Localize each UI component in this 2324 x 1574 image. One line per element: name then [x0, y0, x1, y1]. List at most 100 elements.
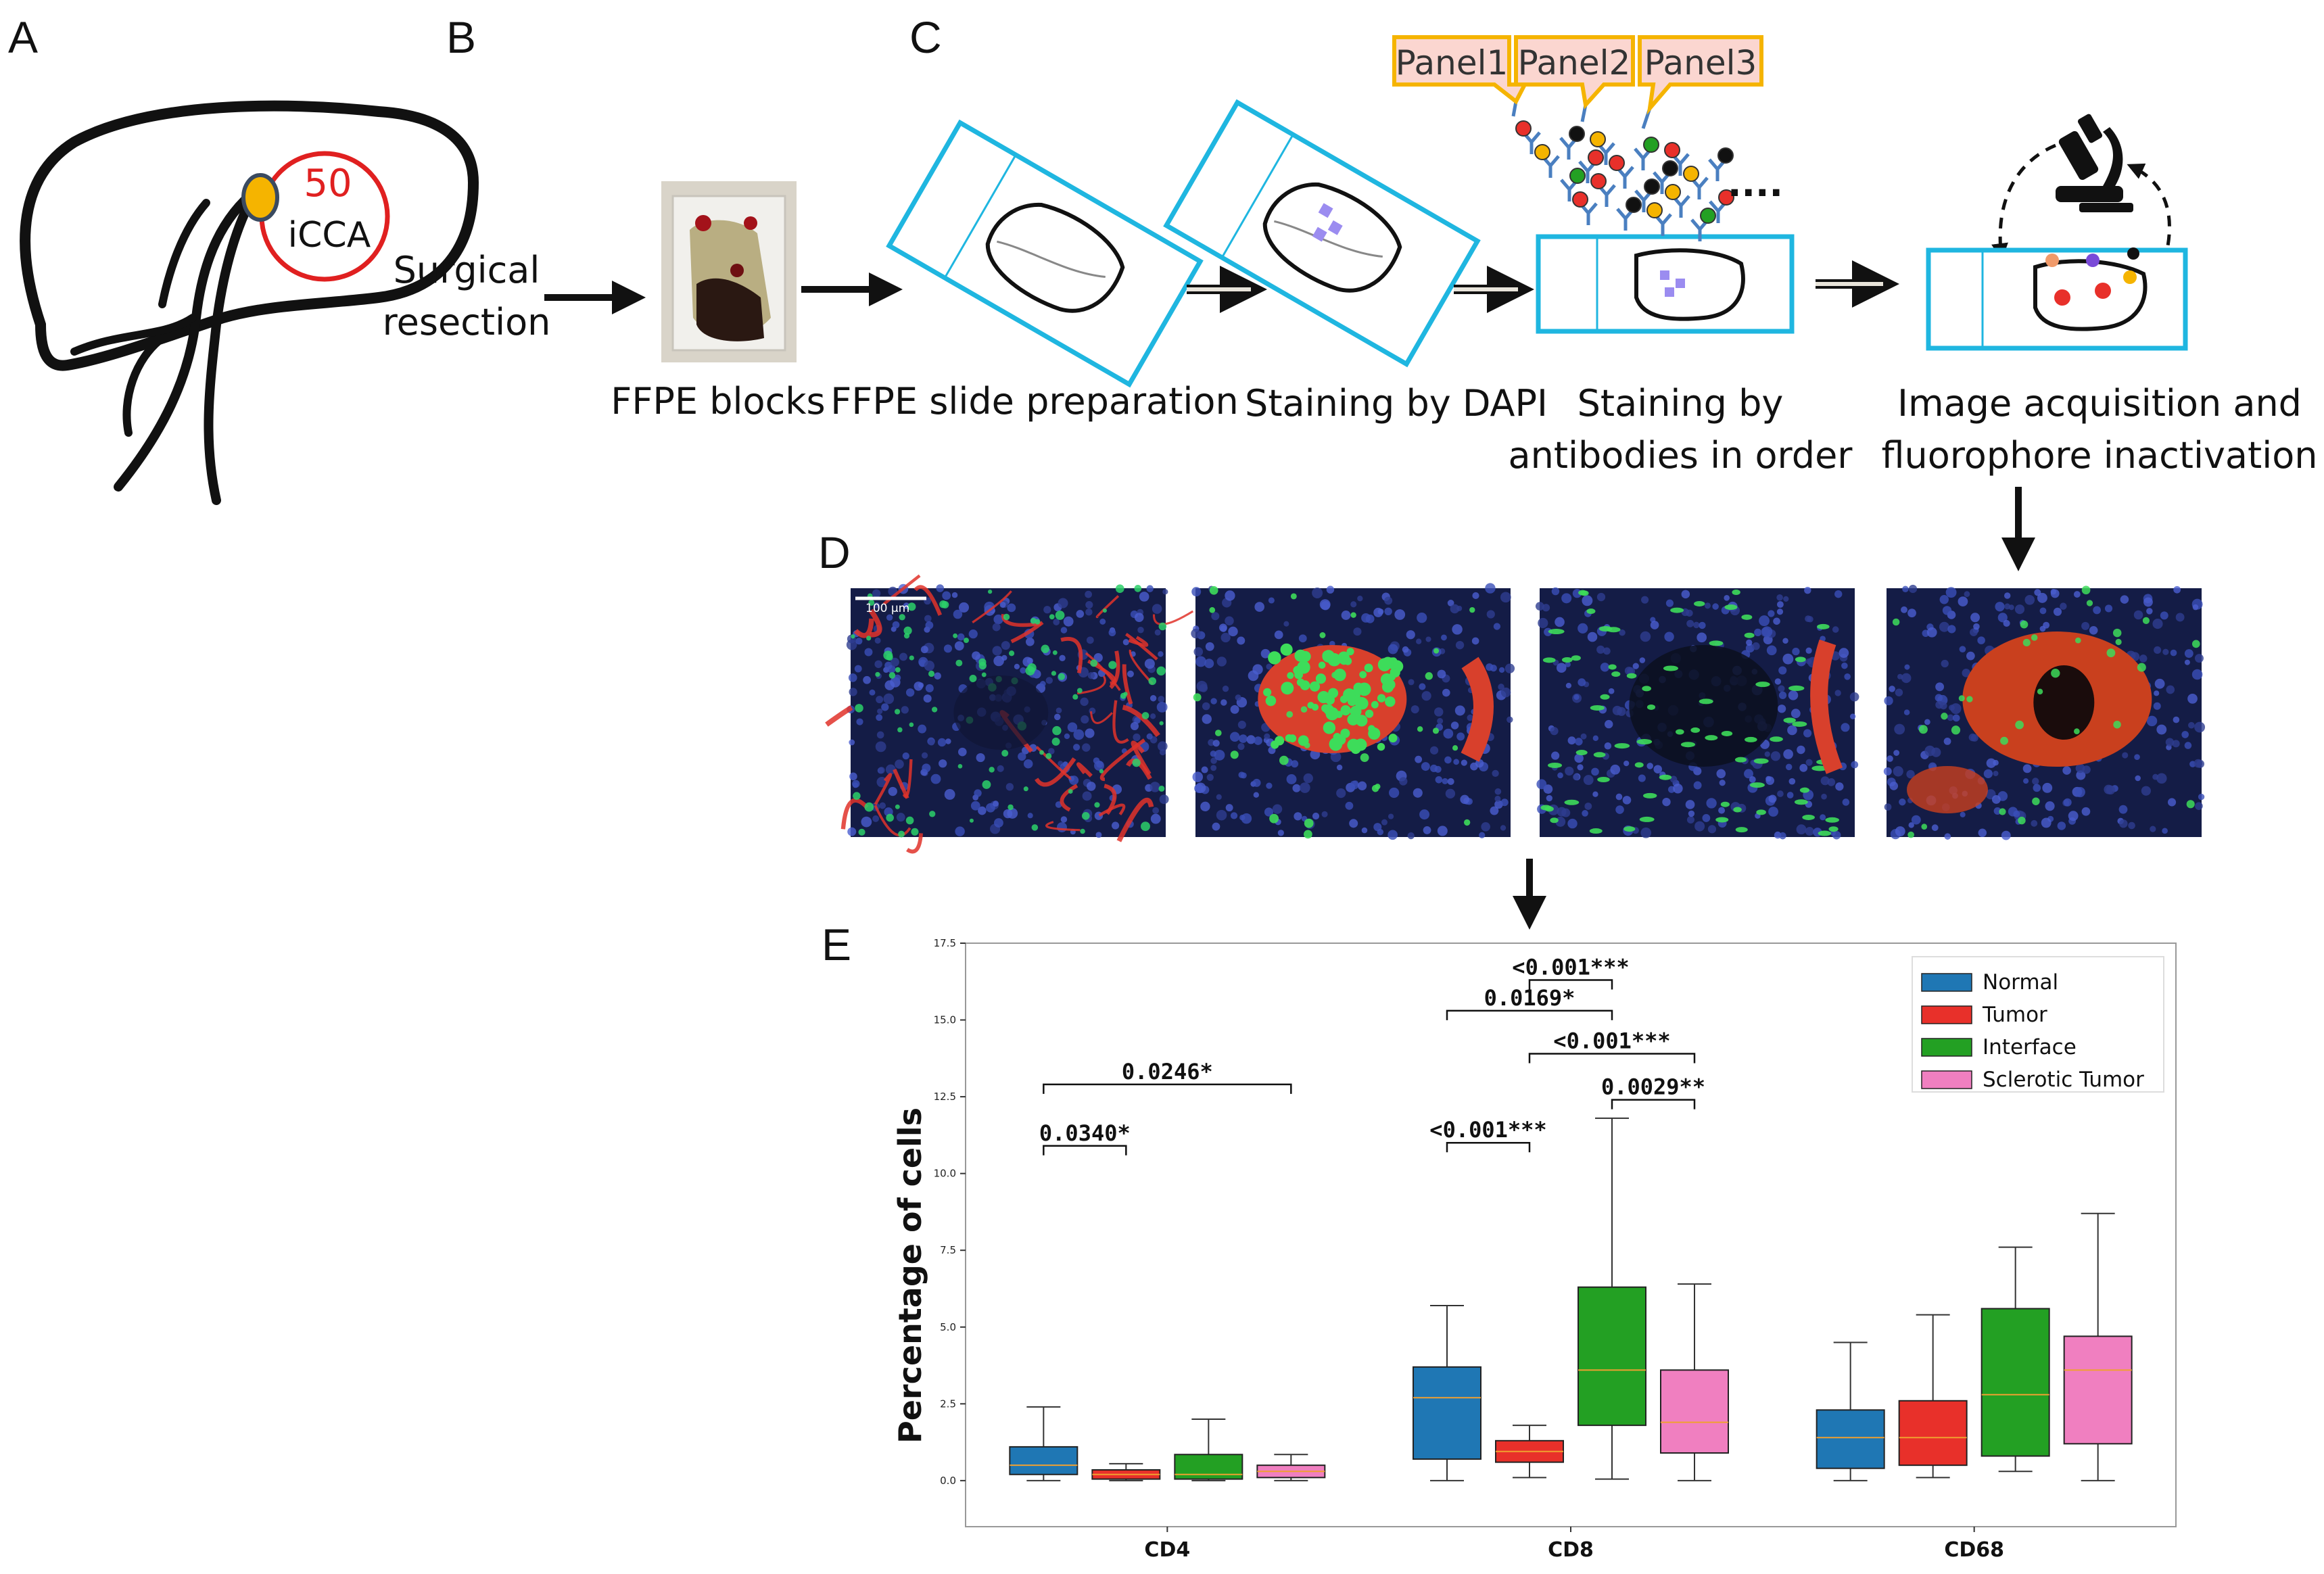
caption-ffpe-blocks: FFPE blocks: [611, 380, 825, 423]
fluorophore-dot: [1717, 147, 1734, 164]
antibody-icon: [1609, 155, 1634, 189]
antibody-icon: [1683, 166, 1709, 199]
box-plot: 0.0 2.5 5.0 7.5 10.0 12.5 15.0 17.5 Percentage o…: [892, 937, 2177, 1562]
box-sclerotic-tumor-cd8: [1660, 1283, 1729, 1481]
caption-antibody-1: Staining by: [1578, 382, 1784, 425]
panel-letter-c: C: [909, 12, 942, 62]
ellipsis: ....: [1728, 162, 1783, 205]
box-normal-cd68: [1816, 1341, 1885, 1481]
panel-letter-a: A: [8, 12, 38, 62]
antibody-icon: [1665, 184, 1690, 218]
fluorophore-dot: [1646, 202, 1663, 218]
legend-label: Normal: [1983, 970, 2058, 995]
fluorophore-dot: [1534, 144, 1550, 160]
fluorophore-dot: [1609, 155, 1625, 171]
y-tick-label: 15.0: [934, 1014, 956, 1026]
box-tumor-cd4: [1091, 1462, 1161, 1481]
y-tick-label: 2.5: [940, 1398, 956, 1410]
antibody-icon: [1664, 142, 1690, 176]
slide-ffpe: [886, 119, 1204, 388]
category-label-cd4: CD4: [1144, 1538, 1190, 1562]
callout-panel3: Panel3: [1638, 35, 1763, 115]
resection-label-1: Surgical: [394, 249, 540, 291]
y-tick-label: 17.5: [934, 937, 956, 949]
fluorophore-dot: [1700, 208, 1716, 224]
caption-imaging-2: fluorophore inactivation: [1882, 434, 2318, 477]
box-tumor-cd8: [1495, 1425, 1564, 1479]
ffpe-block-photo: [661, 181, 797, 362]
fluorophore-dot: [1626, 197, 1642, 213]
box-normal-cd4: [1009, 1406, 1078, 1481]
significance-bracket: 0.0029**: [1601, 1074, 1705, 1110]
fluorophore-dot: [1588, 149, 1604, 166]
significance-bracket: <0.001***: [1429, 1117, 1547, 1153]
slide-imaging: [1926, 247, 2188, 351]
antibody-icon: [1559, 126, 1585, 160]
legend-item: Sclerotic Tumor: [1921, 1068, 2144, 1092]
significance-label: 0.0029**: [1601, 1074, 1705, 1100]
legend-item: Tumor: [1921, 1003, 2047, 1027]
significance-label: 0.0340*: [1039, 1120, 1131, 1146]
legend: Normal Tumor Interface Sclerotic Tumor: [1912, 956, 2164, 1093]
box-interface-cd68: [1981, 1246, 2050, 1473]
box-interface-cd8: [1578, 1117, 1646, 1480]
antibody-icon: [1590, 131, 1615, 165]
microscope-icon: [2056, 114, 2133, 212]
legend-item: Normal: [1921, 970, 2058, 995]
cycle-arrow-right: [2127, 163, 2171, 264]
fluorophore-dot: [1569, 168, 1586, 184]
antibody-icon: [1515, 120, 1541, 154]
tumor-label: iCCA: [288, 215, 371, 256]
significance-label: <0.001***: [1512, 955, 1629, 980]
liver-diagram: [20, 100, 479, 505]
fluorescence-images: [825, 574, 2206, 854]
significance-bracket: 0.0246*: [1043, 1059, 1292, 1094]
significance-label: <0.001***: [1553, 1028, 1670, 1054]
fluorophore-dot: [1718, 189, 1734, 206]
tumor-count: 50: [304, 162, 352, 206]
fluorophore-dot: [1665, 184, 1681, 200]
box-normal-cd8: [1413, 1304, 1481, 1481]
fluorescence-image-2: [1191, 583, 1515, 840]
antibody-icon: [1690, 208, 1716, 241]
antibody-icon: [1646, 202, 1672, 236]
callout-panel3-label: Panel3: [1644, 43, 1757, 82]
fluorophore-dot: [1664, 142, 1680, 158]
y-tick-label: 12.5: [934, 1091, 956, 1103]
callout-panel1: Panel1: [1392, 35, 1528, 105]
tumor-nodule: [241, 173, 279, 222]
box-sclerotic-tumor-cd4: [1256, 1454, 1326, 1481]
significance-label: <0.001***: [1429, 1117, 1546, 1143]
panel-letter-e: E: [822, 920, 851, 970]
legend-label: Sclerotic Tumor: [1983, 1068, 2144, 1092]
category-label-cd8: CD8: [1548, 1538, 1594, 1562]
caption-slide-prep: FFPE slide preparation: [830, 380, 1238, 423]
fluorescence-image-1: [825, 574, 1194, 854]
antibody-icon: [1534, 144, 1560, 178]
antibody-cluster: [1511, 101, 1734, 241]
significance-bracket: <0.001***: [1528, 1028, 1696, 1064]
fluorophore-dot: [1644, 178, 1660, 195]
significance-label: 0.0246*: [1122, 1059, 1213, 1084]
y-tick-label: 7.5: [940, 1244, 956, 1256]
fluorophore-dot: [1590, 173, 1607, 189]
antibody-icon: [1634, 178, 1660, 212]
cycle-arrow-left: [1991, 143, 2056, 260]
significance-bracket: 0.0340*: [1039, 1120, 1131, 1155]
legend-label: Interface: [1983, 1035, 2077, 1059]
panel-letter-d: D: [818, 527, 851, 577]
slide-antibody: [1536, 234, 1795, 334]
callout-panel1-label: Panel1: [1396, 43, 1509, 82]
significance-bracket: <0.001***: [1512, 955, 1630, 990]
antibody-icon: [1708, 147, 1734, 181]
antibody-icon: [1560, 168, 1586, 201]
fluorophore-dot: [1590, 131, 1606, 147]
y-tick-label: 0.0: [940, 1475, 956, 1487]
scale-bar: 100 μm: [855, 596, 926, 615]
legend-label: Tumor: [1982, 1003, 2047, 1027]
antibody-icon: [1653, 160, 1678, 194]
antibody-icon: [1578, 149, 1604, 183]
y-tick-label: 10.0: [934, 1168, 956, 1180]
fluorophore-dot: [1643, 137, 1659, 153]
